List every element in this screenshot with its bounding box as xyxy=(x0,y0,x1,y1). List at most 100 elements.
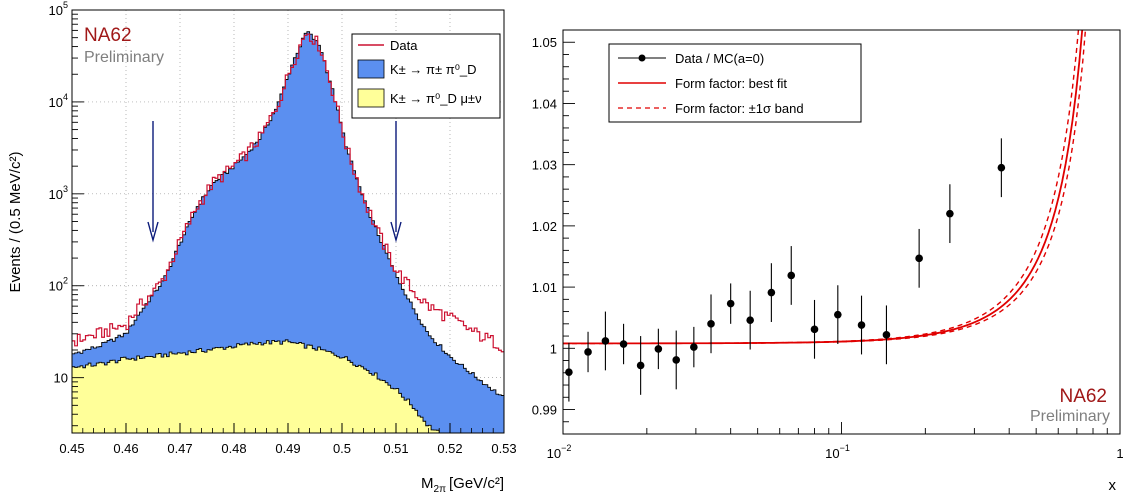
data-point xyxy=(746,290,754,350)
x-tick-label: 1 xyxy=(1116,446,1123,461)
data-point xyxy=(565,342,573,402)
arrow-head xyxy=(390,221,402,243)
y-tick-label: 0.99 xyxy=(532,403,557,418)
left-x-axis-title-main: M xyxy=(421,475,434,492)
point-marker xyxy=(565,368,573,376)
data-points xyxy=(565,138,1006,402)
histogram-munu-outline xyxy=(72,339,440,433)
x-tick-label: 10−1 xyxy=(825,443,850,461)
right-plot-panel: 10−2 10−1 1 0.99 1 1.01 1.02 1.03 1.04 1.05 x NA… xyxy=(532,29,1124,494)
y-tick-label: 103 xyxy=(49,184,68,202)
point-marker xyxy=(707,320,715,328)
data-point xyxy=(787,246,796,305)
point-marker xyxy=(767,288,776,297)
point-marker xyxy=(619,340,628,348)
data-point xyxy=(672,330,681,390)
data-point xyxy=(584,331,592,373)
left-y-ticks: 10 102 103 104 105 xyxy=(49,0,84,427)
histogram-pipi-outline xyxy=(72,31,504,396)
point-marker xyxy=(915,254,923,263)
y-tick-label: 1.02 xyxy=(532,219,557,234)
x-tick-label: 0.46 xyxy=(113,441,138,456)
legend-munu-swatch xyxy=(357,88,385,108)
left-x-axis-title-unit: [GeV/c²] xyxy=(449,475,504,492)
x-tick-label: 0.53 xyxy=(491,441,516,456)
y-tick-label: 1.04 xyxy=(532,96,557,111)
left-na62-label: NA62 xyxy=(84,25,132,46)
data-point xyxy=(690,326,698,368)
y-tick-label: 1.05 xyxy=(532,35,557,50)
x-tick-label: 10−2 xyxy=(547,443,572,461)
y-tick-label: 102 xyxy=(49,276,68,294)
point-marker xyxy=(601,337,610,345)
point-marker xyxy=(787,271,796,280)
x-tick-label: 0.49 xyxy=(275,441,300,456)
left-arrows xyxy=(147,121,402,243)
y-tick-label: 1.01 xyxy=(532,280,557,295)
left-x-axis-title-sub: 2π xyxy=(434,484,447,495)
arrow-head xyxy=(147,221,159,243)
left-legend: Data K± → π± π⁰_D K± → π⁰_D μ±ν xyxy=(351,33,501,119)
legend-munu-label: K± → π⁰_D μ±ν xyxy=(390,91,482,106)
y-tick-label: 104 xyxy=(49,92,68,110)
point-marker xyxy=(946,209,954,218)
x-tick-label: 0.51 xyxy=(383,441,408,456)
data-point xyxy=(882,305,891,365)
y-tick-label: 10 xyxy=(54,371,68,386)
left-x-axis-title: M2π [GeV/c²] xyxy=(421,475,504,495)
data-point xyxy=(726,283,735,324)
right-preliminary-label: Preliminary xyxy=(1030,408,1110,425)
data-point xyxy=(636,336,645,395)
left-y-axis-title: Events / (0.5 MeV/c²) xyxy=(7,152,24,293)
data-point xyxy=(654,328,663,370)
y-tick-label: 1.03 xyxy=(532,158,557,173)
data-point xyxy=(997,138,1006,198)
histogram-munu-fill xyxy=(72,339,440,433)
point-marker xyxy=(636,361,645,370)
histogram-data-line xyxy=(72,33,504,353)
legend-pipi-label: K± → π± π⁰_D xyxy=(390,62,477,77)
x-tick-label: 0.48 xyxy=(221,441,246,456)
left-plot-panel: 0.45 0.46 0.47 0.48 0.49 0.5 0.51 0.52 0.53 1010… xyxy=(7,0,517,495)
data-point xyxy=(601,311,610,371)
right-x-ticks: 10−2 10−1 1 xyxy=(547,422,1124,461)
legend-points-marker xyxy=(638,54,646,62)
point-marker xyxy=(746,316,754,324)
form-factor-best-fit xyxy=(563,30,1084,345)
point-marker xyxy=(810,325,819,334)
legend-fit-label: Form factor: best fit xyxy=(675,76,787,91)
data-point xyxy=(810,299,819,359)
right-x-axis-title: x xyxy=(1109,477,1117,494)
point-marker xyxy=(690,343,698,351)
legend-points-label: Data / MC(a=0) xyxy=(675,51,764,66)
right-y-ticks: 0.99 1 1.01 1.02 1.03 1.04 1.05 xyxy=(532,29,575,435)
left-x-ticks: 0.45 0.46 0.47 0.48 0.49 0.5 0.51 0.52 0.53 xyxy=(59,423,517,456)
data-point xyxy=(915,228,923,288)
point-marker xyxy=(654,345,663,353)
legend-pipi-swatch xyxy=(357,59,385,79)
right-legend: Data / MC(a=0) Form factor: best fit For… xyxy=(608,43,862,123)
x-tick-label: 0.45 xyxy=(59,441,84,456)
left-preliminary-label: Preliminary xyxy=(84,49,164,66)
point-marker xyxy=(584,348,592,356)
point-marker xyxy=(882,331,891,339)
data-point xyxy=(946,184,954,244)
data-point xyxy=(857,295,866,355)
x-tick-label: 0.52 xyxy=(437,441,462,456)
x-tick-label: 0.47 xyxy=(167,441,192,456)
legend-data-label: Data xyxy=(390,38,418,53)
right-na62-label: NA62 xyxy=(1059,386,1107,407)
point-marker xyxy=(857,321,866,329)
data-point xyxy=(619,323,628,365)
legend-band-label: Form factor: ±1σ band xyxy=(675,101,804,116)
point-marker xyxy=(834,310,842,319)
point-marker xyxy=(672,356,681,364)
data-point xyxy=(767,263,776,322)
y-tick-label: 1 xyxy=(550,341,557,356)
point-marker xyxy=(726,299,735,308)
point-marker xyxy=(997,163,1006,172)
histogram-pipi-fill xyxy=(72,31,504,433)
x-tick-label: 0.5 xyxy=(333,441,351,456)
y-tick-label: 105 xyxy=(49,0,68,18)
